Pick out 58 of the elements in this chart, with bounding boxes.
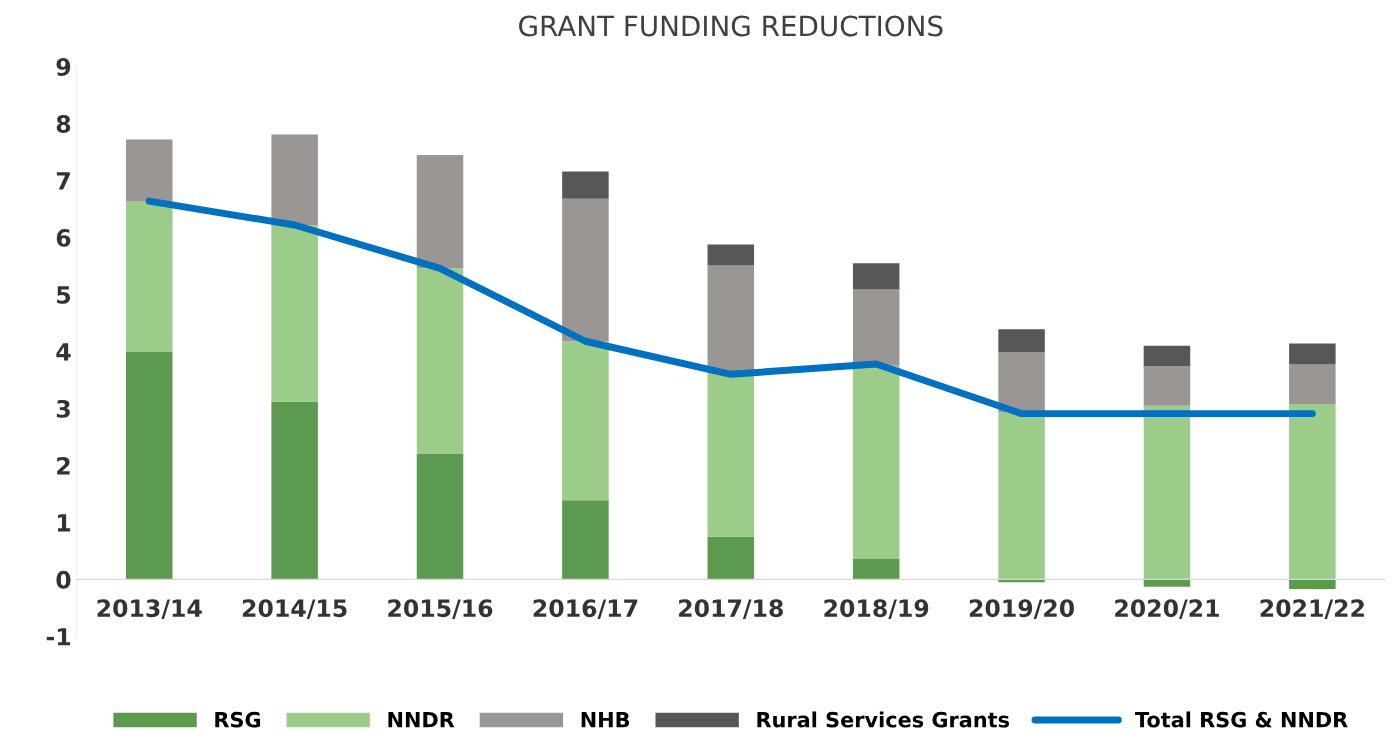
y-tick-label: 4	[56, 343, 71, 361]
bar	[852, 558, 900, 580]
y-tick-label: 3	[56, 399, 70, 418]
bar	[1289, 403, 1336, 580]
bar	[416, 154, 464, 269]
x-tick-label: 2016/17	[533, 599, 638, 619]
bar	[998, 412, 1045, 580]
bar	[125, 139, 173, 202]
x-tick-label: 2017/18	[679, 599, 783, 619]
y-tick-label: 0	[56, 570, 71, 589]
bar	[562, 500, 609, 580]
bar	[1289, 343, 1336, 365]
bar	[271, 225, 318, 402]
bar	[707, 536, 755, 580]
bar	[1289, 579, 1336, 590]
bar	[271, 134, 318, 225]
bar	[707, 265, 755, 374]
x-tick-label: 2015/16	[388, 599, 493, 619]
bar	[1143, 345, 1191, 367]
y-tick-label: 1	[57, 514, 71, 532]
x-tick-label: 2014/15	[242, 599, 347, 619]
bar	[125, 201, 173, 352]
chart-title: GRANT FUNDING REDUCTIONS	[519, 15, 943, 37]
bar	[998, 329, 1045, 353]
bar	[707, 373, 755, 537]
y-tick-label: 2	[57, 456, 70, 475]
y-tick-label: 8	[56, 115, 71, 133]
legend-label: RSG	[215, 711, 261, 728]
x-tick-label: 2019/20	[969, 599, 1075, 619]
x-tick-label: 2020/21	[1115, 599, 1219, 619]
y-tick-label: -1	[46, 628, 71, 646]
legend-label: NNDR	[388, 712, 455, 728]
bar	[1143, 579, 1191, 587]
y-tick-label: 9	[56, 58, 71, 76]
legend-label: Total RSG & NNDR	[1135, 711, 1348, 728]
bar	[998, 352, 1045, 413]
x-tick-label: 2021/22	[1260, 599, 1364, 619]
y-tick-label: 6	[56, 229, 71, 247]
y-tick-label: 7	[56, 172, 70, 190]
bar	[852, 263, 900, 290]
bar	[416, 268, 464, 454]
bar	[416, 453, 464, 580]
bar	[852, 289, 900, 366]
bar	[271, 401, 318, 580]
bar	[562, 171, 609, 199]
bar	[562, 341, 609, 501]
bar	[707, 244, 755, 266]
legend-label: NHB	[581, 712, 630, 728]
bar	[125, 351, 173, 580]
x-tick-label: 2018/19	[824, 599, 929, 619]
bar	[1289, 364, 1336, 404]
bar	[1143, 405, 1191, 580]
x-tick-label: 2013/14	[97, 599, 202, 619]
bar	[852, 365, 900, 559]
bar	[1143, 366, 1191, 406]
bar	[562, 198, 609, 342]
y-tick-label: 5	[57, 286, 71, 304]
legend-label: Rural Services Grants	[757, 711, 1010, 728]
